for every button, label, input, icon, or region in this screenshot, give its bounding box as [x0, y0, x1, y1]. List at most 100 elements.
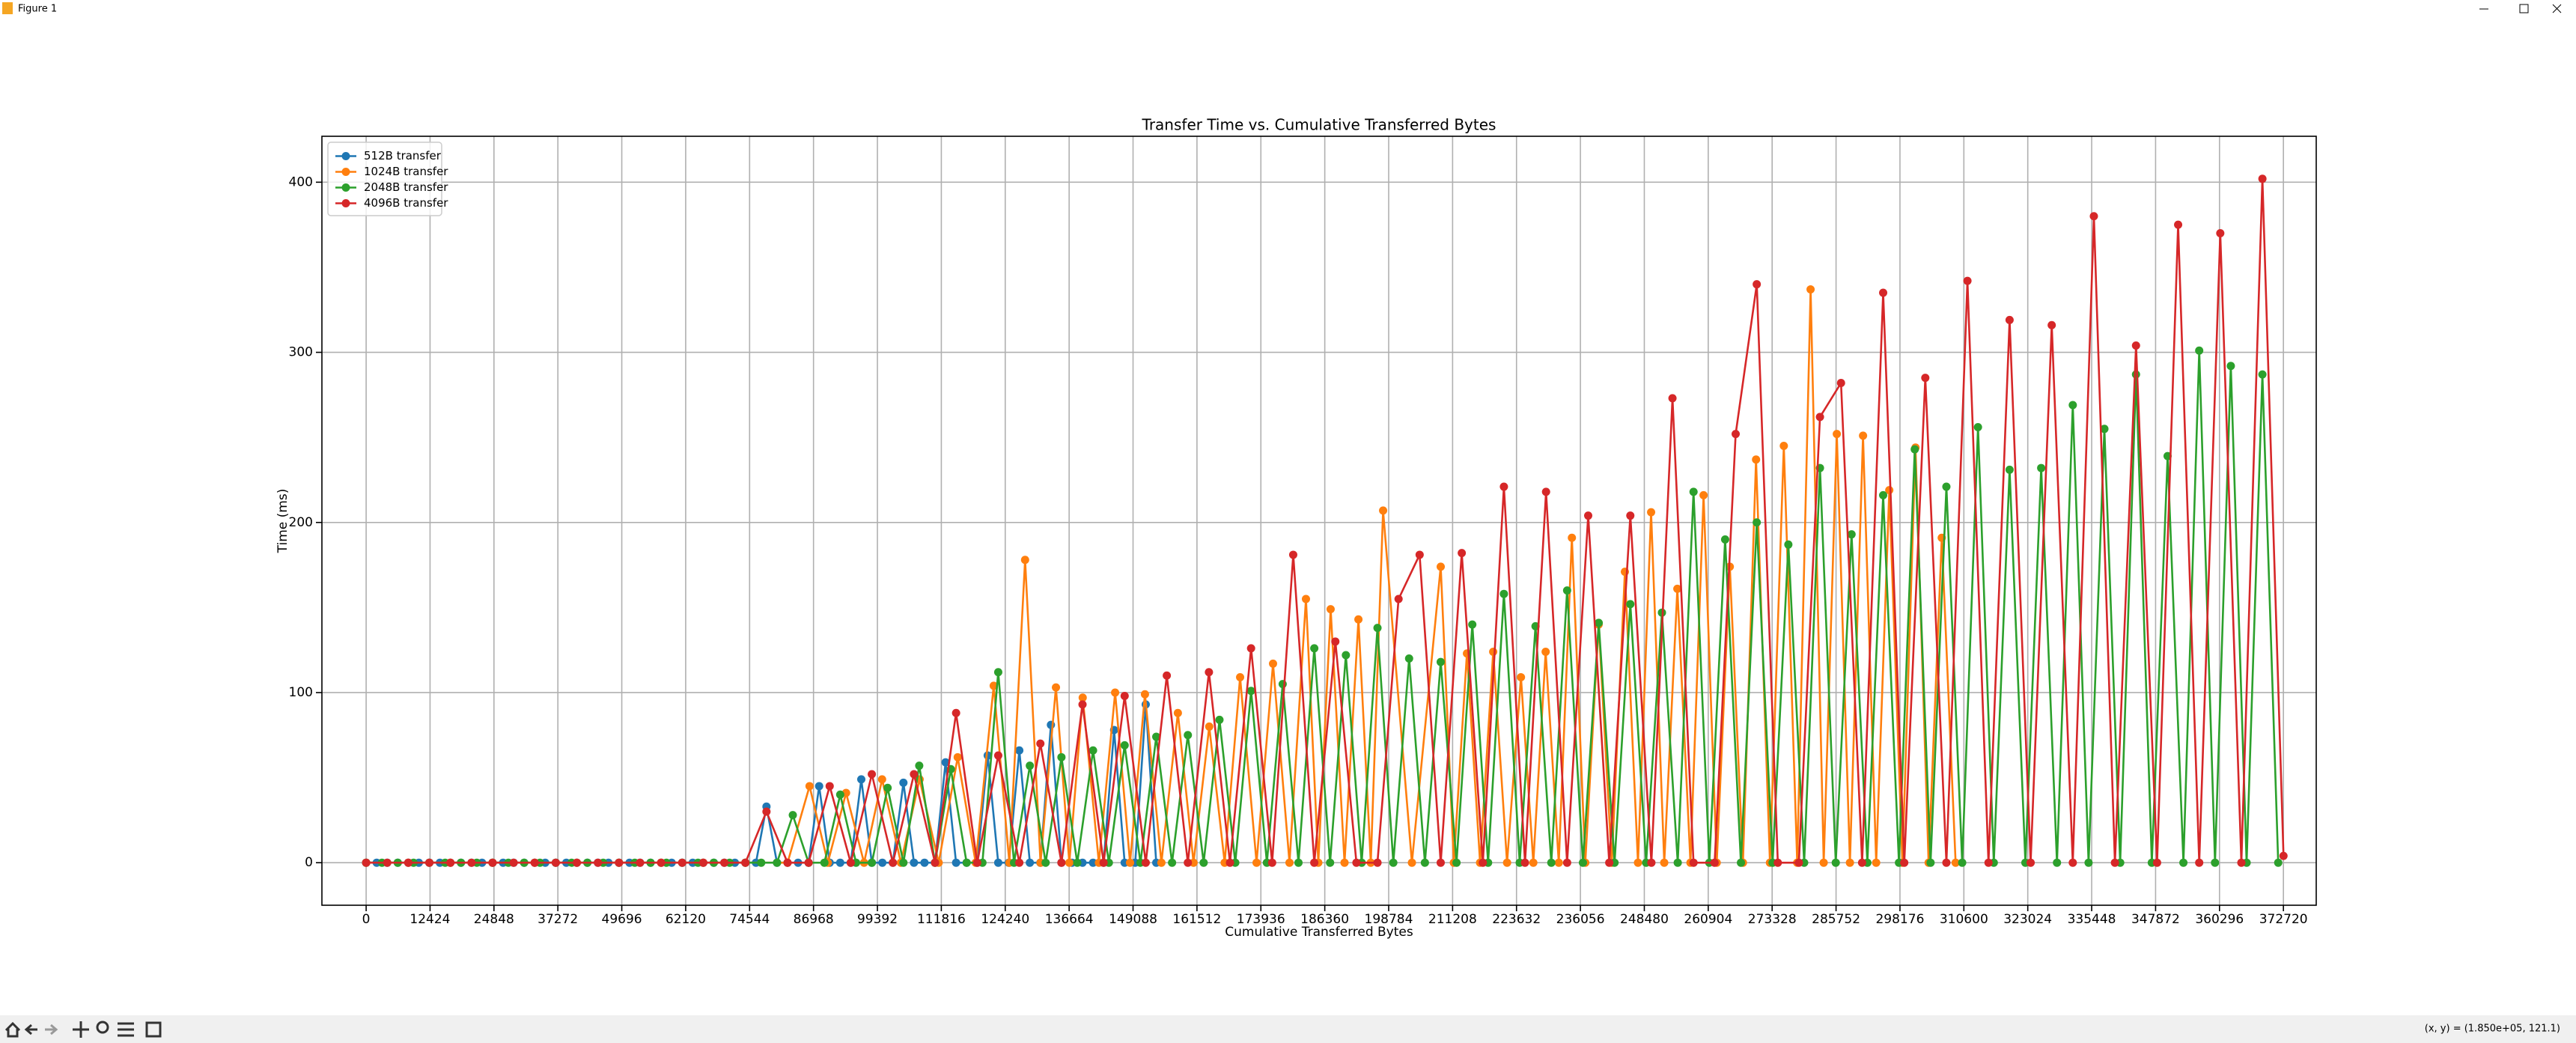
data-point — [1753, 518, 1762, 527]
y-tick-label: 300 — [289, 345, 313, 360]
data-point — [1831, 858, 1840, 867]
data-point — [1078, 700, 1087, 709]
data-point — [814, 782, 823, 791]
x-tick-label: 260904 — [1684, 912, 1732, 927]
data-point — [878, 858, 887, 867]
data-point — [993, 858, 1002, 867]
cursor-status: (x, y) = (1.850e+05, 121.1) — [2425, 1024, 2560, 1035]
data-point — [1184, 731, 1193, 740]
x-tick-label: 186360 — [1300, 912, 1349, 927]
x-tick-label: 149088 — [1109, 912, 1157, 927]
legend-marker — [341, 199, 350, 207]
x-tick-label: 0 — [362, 912, 371, 927]
data-point — [1057, 752, 1066, 761]
x-tick-label: 347872 — [2131, 912, 2180, 927]
data-point — [1163, 671, 1172, 680]
data-point — [1111, 688, 1120, 697]
data-point — [1088, 858, 1097, 867]
back-button[interactable] — [24, 1024, 37, 1036]
zoom-button[interactable] — [96, 1021, 109, 1034]
data-point — [1633, 858, 1642, 867]
data-point — [1065, 858, 1074, 867]
data-point — [1568, 533, 1577, 542]
y-tick-label: 0 — [305, 855, 313, 870]
data-point — [931, 858, 940, 867]
data-point — [509, 858, 518, 867]
data-point — [1595, 618, 1604, 627]
data-point — [2005, 465, 2014, 474]
data-point — [1078, 693, 1087, 702]
data-point — [1773, 858, 1782, 867]
x-tick-label: 62120 — [666, 912, 706, 927]
legend-box — [327, 142, 442, 216]
data-point — [1583, 511, 1592, 520]
maximize-button[interactable] — [2519, 4, 2529, 13]
data-point — [1015, 746, 1024, 755]
data-point — [773, 858, 782, 867]
data-point — [404, 858, 412, 867]
data-point — [1036, 739, 1045, 748]
data-point — [1125, 858, 1134, 867]
data-point — [804, 858, 813, 867]
forward-button[interactable] — [45, 1024, 58, 1036]
x-tick-label: 372720 — [2259, 912, 2308, 927]
x-tick-label: 74544 — [729, 912, 770, 927]
data-point — [1926, 858, 1935, 867]
data-point — [1626, 511, 1635, 520]
data-point — [1547, 858, 1556, 867]
x-tick-label: 136664 — [1045, 912, 1094, 927]
home-button[interactable] — [4, 1021, 21, 1038]
data-point — [573, 858, 582, 867]
title-bar — [0, 0, 2576, 18]
data-point — [530, 858, 539, 867]
data-point — [1845, 858, 1854, 867]
data-point — [1562, 858, 1571, 867]
data-point — [1720, 535, 1729, 544]
data-point — [1310, 858, 1319, 867]
data-point — [962, 858, 971, 867]
close-button[interactable] — [2552, 4, 2562, 13]
data-point — [783, 858, 792, 867]
data-point — [2211, 858, 2220, 867]
y-tick-label: 400 — [289, 174, 313, 189]
data-point — [1815, 413, 1824, 422]
x-tick-label: 49696 — [602, 912, 642, 927]
x-tick-label: 86968 — [794, 912, 834, 927]
data-point — [636, 858, 645, 867]
data-point — [1294, 858, 1303, 867]
save-button[interactable] — [145, 1021, 162, 1038]
data-point — [1301, 595, 1310, 603]
data-point — [1420, 858, 1429, 867]
data-point — [720, 858, 729, 867]
data-point — [953, 752, 962, 761]
data-point — [2089, 212, 2098, 221]
data-point — [825, 782, 834, 791]
data-point — [1973, 423, 1982, 432]
data-point — [1184, 858, 1193, 867]
data-point — [1942, 482, 1951, 491]
y-axis-label: Time (ms) — [275, 489, 290, 554]
pan-button[interactable] — [73, 1021, 89, 1038]
data-point — [993, 751, 1002, 760]
data-point — [1288, 550, 1297, 559]
legend-label: 2048B transfer — [364, 180, 448, 194]
data-point — [1951, 858, 1960, 867]
x-tick-label: 236056 — [1556, 912, 1605, 927]
data-point — [1784, 540, 1793, 549]
configure-button[interactable] — [118, 1022, 134, 1037]
data-point — [1373, 858, 1382, 867]
data-point — [1026, 761, 1035, 770]
data-point — [1026, 858, 1035, 867]
data-point — [1415, 550, 1424, 559]
x-tick-label: 223632 — [1492, 912, 1541, 927]
data-point — [425, 858, 434, 867]
data-point — [1779, 442, 1788, 451]
data-point — [1879, 490, 1888, 499]
x-tick-label: 211208 — [1428, 912, 1477, 927]
data-point — [1379, 506, 1388, 515]
x-tick-label: 335448 — [2068, 912, 2116, 927]
legend-marker — [341, 183, 350, 192]
data-point — [2174, 220, 2183, 229]
data-point — [1660, 858, 1669, 867]
data-point — [846, 858, 855, 867]
